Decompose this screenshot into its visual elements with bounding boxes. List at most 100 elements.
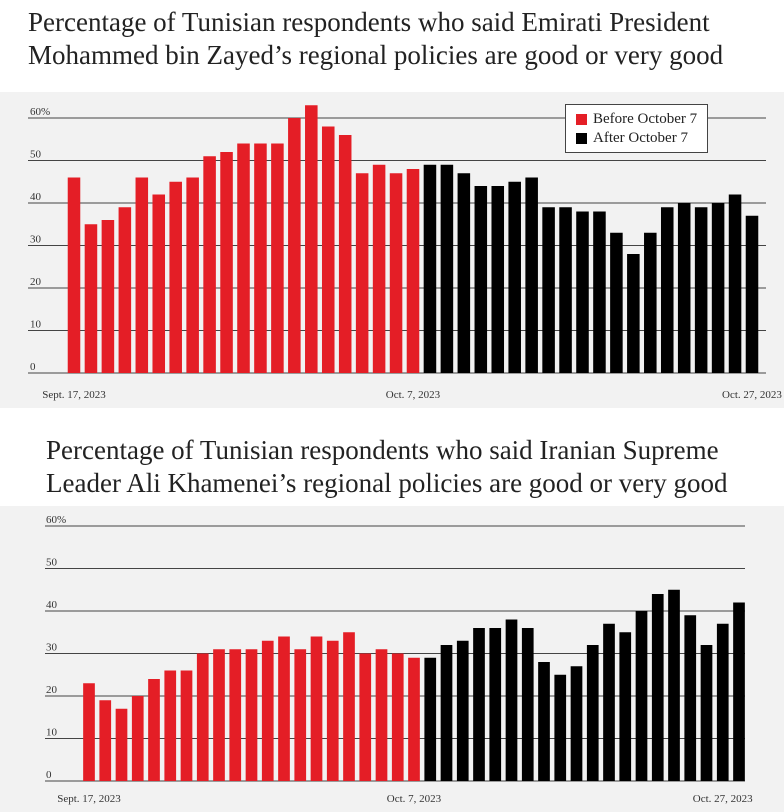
- x-tick-label: Oct. 27, 2023: [693, 793, 753, 805]
- bar-before-oct7: [180, 670, 193, 781]
- bar-after-oct7: [610, 232, 623, 373]
- x-tick-label: Oct. 27, 2023: [722, 389, 782, 401]
- bar-before-oct7: [118, 207, 132, 373]
- bar-after-oct7: [745, 215, 759, 373]
- bar-before-oct7: [148, 679, 160, 781]
- chart-title-line: Percentage of Tunisian respondents who s…: [28, 7, 710, 37]
- chart-title-line: Leader Ali Khamenei’s regional policies …: [46, 468, 728, 498]
- bar-before-oct7: [135, 177, 149, 373]
- y-tick-label: 20: [30, 276, 42, 288]
- iran-chart-panel: Percentage of Tunisian respondents who s…: [0, 424, 784, 812]
- bar-before-oct7: [67, 177, 81, 373]
- y-tick-label: 10: [30, 319, 42, 331]
- bar-after-oct7: [525, 177, 538, 373]
- y-tick-label: 30: [46, 642, 58, 654]
- bar-after-oct7: [677, 203, 691, 373]
- bar-after-oct7: [651, 594, 664, 781]
- legend: Before October 7 After October 7: [565, 104, 709, 153]
- bar-before-oct7: [254, 143, 267, 373]
- y-tick-label: 0: [46, 769, 52, 781]
- legend-swatch-black: [576, 133, 587, 144]
- bar-before-oct7: [408, 657, 420, 781]
- bar-after-oct7: [508, 181, 521, 373]
- bar-after-oct7: [456, 640, 469, 781]
- y-tick-label: 10: [46, 727, 58, 739]
- bar-after-oct7: [635, 611, 648, 781]
- bar-after-oct7: [728, 194, 742, 373]
- bar-after-oct7: [700, 645, 713, 781]
- bar-before-oct7: [288, 118, 301, 373]
- uae-chart-panel: Percentage of Tunisian respondents who s…: [0, 7, 784, 408]
- y-tick-label: 0: [30, 361, 36, 373]
- y-tick-label: 20: [46, 684, 58, 696]
- bar-after-oct7: [473, 628, 485, 781]
- plot-area: 0 10 20 30 40 50 60% Sept. 17, 2023 Oct. 7, 2023…: [0, 92, 784, 408]
- y-tick-label: 50: [46, 557, 58, 569]
- bar-after-oct7: [603, 623, 615, 781]
- bar-before-oct7: [196, 653, 209, 781]
- legend-item-before: Before October 7: [576, 110, 697, 129]
- y-tick-label: 30: [30, 234, 42, 246]
- bar-after-oct7: [542, 207, 555, 373]
- bar-after-oct7: [576, 211, 589, 373]
- bar-before-oct7: [220, 152, 233, 373]
- bar-after-oct7: [423, 164, 437, 373]
- bar-chart: 0 10 20 30 40 50 60% Sept. 17, 2023 Oct. 7, 2023…: [45, 514, 753, 805]
- bar-after-oct7: [440, 164, 454, 373]
- bar-before-oct7: [338, 135, 352, 373]
- bar-before-oct7: [355, 173, 369, 373]
- bar-before-oct7: [164, 670, 177, 781]
- bar-after-oct7: [457, 173, 471, 373]
- bar-before-oct7: [152, 194, 166, 373]
- bar-before-oct7: [99, 700, 112, 781]
- bar-before-oct7: [359, 653, 372, 781]
- bar-before-oct7: [115, 708, 128, 781]
- bar-before-oct7: [310, 636, 323, 781]
- y-tick-label: 50: [30, 149, 42, 161]
- y-tick-label: 60%: [46, 514, 66, 526]
- bar-after-oct7: [684, 615, 697, 781]
- bar-after-oct7: [711, 203, 725, 373]
- chart-title-line: Percentage of Tunisian respondents who s…: [46, 435, 719, 465]
- bar-after-oct7: [491, 186, 505, 373]
- bar-after-oct7: [559, 207, 572, 373]
- x-tick-label: Oct. 7, 2023: [387, 793, 442, 805]
- bar-before-oct7: [372, 164, 386, 373]
- bar-before-oct7: [229, 649, 242, 781]
- bar-before-oct7: [203, 156, 216, 373]
- bar-before-oct7: [131, 696, 144, 781]
- bar-after-oct7: [521, 628, 534, 781]
- bar-after-oct7: [694, 207, 708, 373]
- bar-after-oct7: [716, 623, 729, 781]
- bar-after-oct7: [538, 662, 550, 781]
- chart-title-line: Mohammed bin Zayed’s regional policies a…: [28, 40, 724, 70]
- bar-before-oct7: [101, 220, 115, 373]
- bar-before-oct7: [326, 640, 339, 781]
- legend-label: Before October 7: [593, 111, 698, 127]
- bar-after-oct7: [619, 632, 632, 781]
- bar-before-oct7: [391, 653, 404, 781]
- bar-after-oct7: [644, 232, 657, 373]
- legend-item-after: After October 7: [576, 129, 697, 148]
- bar-before-oct7: [406, 169, 420, 373]
- bar-after-oct7: [489, 628, 502, 781]
- bar-after-oct7: [627, 254, 640, 373]
- bar-before-oct7: [294, 649, 307, 781]
- bar-after-oct7: [424, 657, 437, 781]
- bar-before-oct7: [237, 143, 250, 373]
- bar-before-oct7: [305, 105, 318, 373]
- chart-title: Percentage of Tunisian respondents who s…: [46, 434, 728, 500]
- x-tick-label: Oct. 7, 2023: [386, 389, 441, 401]
- bar-before-oct7: [261, 640, 274, 781]
- bar-after-oct7: [474, 186, 488, 373]
- bar-before-oct7: [389, 173, 403, 373]
- plot-area: 0 10 20 30 40 50 60% Sept. 17, 2023 Oct. 7, 2023…: [0, 506, 784, 812]
- bar-after-oct7: [570, 666, 583, 781]
- bar-before-oct7: [213, 649, 225, 781]
- bar-before-oct7: [375, 649, 388, 781]
- bar-before-oct7: [278, 636, 290, 781]
- bar-before-oct7: [186, 177, 199, 373]
- x-tick-label: Sept. 17, 2023: [42, 389, 106, 401]
- bar-before-oct7: [83, 683, 95, 781]
- bar-before-oct7: [271, 143, 284, 373]
